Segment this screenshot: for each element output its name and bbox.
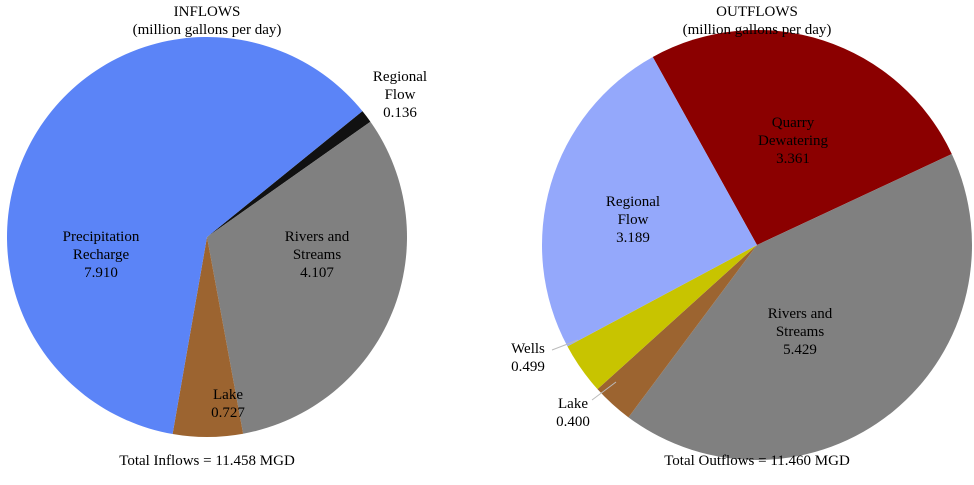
chart-subtitle: (million gallons per day) [682,22,832,38]
chart-note: Total Inflows = 11.458 MGD [119,453,295,469]
pie-slice [7,36,363,435]
value-label: 3.361 [776,151,810,167]
pie-slice [567,245,757,390]
value-label: 0.499 [511,359,545,375]
slice-label: Lake 0.727 [185,386,271,422]
leader-line [591,381,617,401]
pie-slice [652,29,952,245]
slice-label: Rivers and Streams 5.429 [757,305,843,359]
slice-label: Lake 0.400 [530,395,616,431]
value-label: 5.429 [783,342,817,358]
value-label: 4.107 [300,265,334,281]
category-label: Lake [558,396,588,412]
slice-label: Regional Flow 3.189 [590,193,676,247]
chart-subtitle: (million gallons per day) [132,22,282,38]
category-label: Wells [511,341,545,357]
category-label: Lake [213,387,243,403]
value-label: 3.189 [616,230,650,246]
category-label: Rivers and Streams [284,229,350,263]
slice-label: Wells 0.499 [485,340,571,376]
value-label: 0.400 [556,414,590,430]
pie-slice [542,56,757,347]
category-label: Regional Flow [372,69,428,103]
category-label: Regional Flow [605,194,661,228]
slice-label: Regional Flow 0.136 [357,68,443,122]
leader-line [551,339,579,351]
value-label: 0.727 [211,405,245,421]
chart-title: OUTFLOWS [716,4,798,20]
slice-label: Rivers and Streams 4.107 [274,228,360,282]
category-label: Precipitation Recharge [62,229,140,263]
slice-label: Quarry Dewatering 3.361 [750,114,836,168]
pie-slice [207,121,408,434]
pie-slice [628,153,973,461]
value-label: 7.910 [84,265,118,281]
pie-slice [597,245,757,418]
chart-title: INFLOWS [173,4,241,20]
slice-label: Precipitation Recharge 7.910 [58,228,144,282]
category-label: Rivers and Streams [767,306,833,340]
pie-slice [207,111,371,237]
chart-note: Total Outflows = 11.460 MGD [664,453,850,469]
pie-slice [172,237,244,438]
category-label: Quarry Dewatering [758,115,828,149]
value-label: 0.136 [383,105,417,121]
